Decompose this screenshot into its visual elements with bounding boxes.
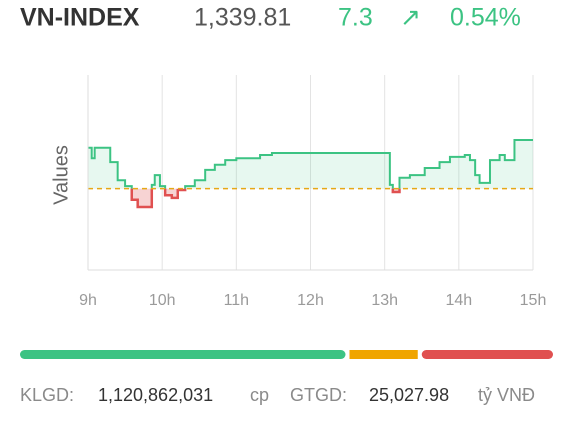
line-above (88, 139, 533, 189)
x-tick-label: 14h (445, 292, 472, 309)
percent: 0.54% (450, 4, 521, 32)
x-tick-label: 9h (79, 292, 97, 309)
arrow: ↗ (400, 4, 421, 32)
change: 7.3 (338, 4, 373, 32)
symbol: VN-INDEX (20, 4, 140, 32)
y-axis-label: Values (50, 145, 72, 205)
volume-unit: cp (250, 385, 269, 405)
volume-label: KLGD: (20, 385, 74, 405)
x-tick-label: 12h (297, 292, 324, 309)
breadth-segment (349, 350, 418, 359)
x-tick-label: 11h (224, 292, 250, 309)
breadth-segment (421, 350, 553, 359)
price: 1,339.81 (194, 4, 291, 32)
breadth-segment (20, 350, 346, 359)
line-below (130, 188, 401, 209)
value: 25,027.98 (369, 385, 449, 405)
value-unit: tỷ VNĐ (478, 385, 535, 405)
area-above (88, 140, 533, 189)
x-tick-label: 10h (149, 292, 176, 309)
x-tick-label: 13h (371, 292, 398, 309)
x-tick-label: 15h (520, 292, 547, 309)
value-label: GTGD: (290, 385, 347, 405)
volume: 1,120,862,031 (98, 385, 213, 405)
